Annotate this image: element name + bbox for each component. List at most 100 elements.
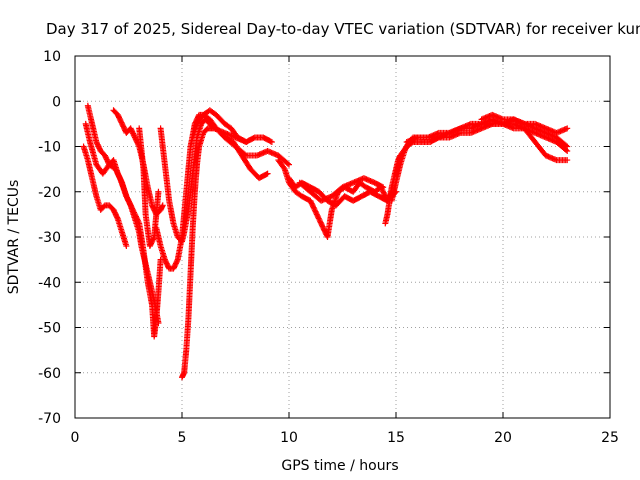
data-point-trail [554, 139, 570, 154]
data-point-trail [208, 108, 218, 117]
data-point-trail [142, 262, 153, 284]
data-point-trail [203, 117, 212, 126]
data-point [264, 170, 271, 177]
data-point-trail [229, 126, 240, 140]
data-point [307, 197, 314, 204]
y-tick-label: -60 [38, 366, 61, 382]
data-point-trail [194, 113, 206, 126]
data-point-trail [179, 370, 187, 380]
x-tick-label: 10 [280, 430, 298, 446]
series-track-j [275, 157, 395, 240]
data-point-trail [214, 112, 227, 126]
data-point-trail [181, 348, 190, 375]
data-point-trail [175, 235, 185, 262]
series-track-d [80, 143, 130, 250]
data-point-trail [142, 212, 153, 248]
data-point-trail [98, 149, 107, 158]
x-tick-label: 0 [71, 430, 80, 446]
x-axis-label: GPS time / hours [281, 458, 398, 474]
data-point-trail [138, 244, 149, 266]
data-point-trail [231, 140, 245, 158]
data-point-trail [187, 226, 196, 275]
data-point-trail [183, 317, 192, 352]
x-tick-label: 25 [601, 430, 619, 446]
data-point [123, 243, 130, 250]
data-point-trail [185, 271, 194, 320]
data-point-trail [357, 180, 368, 190]
data-point [564, 143, 571, 150]
x-tick-label: 15 [387, 430, 405, 446]
data-point-trail [162, 257, 172, 271]
data-point [564, 125, 571, 132]
data-point-trail [368, 189, 381, 199]
data-point-trail [533, 140, 548, 158]
data-point-trail [293, 189, 304, 199]
data-point-trail [147, 235, 157, 248]
data-point-trail [199, 117, 208, 126]
data-point-trail [155, 258, 164, 293]
data-point-trail [257, 171, 270, 181]
data-point-trail [98, 203, 107, 212]
data-point-trail [329, 185, 345, 199]
data-point [313, 211, 320, 218]
data-point-trail [276, 153, 291, 167]
data-point-trail [171, 257, 181, 271]
data-point-trail [123, 194, 134, 208]
x-tick-label: 20 [494, 430, 512, 446]
data-point-trail [119, 230, 129, 248]
data-points [80, 102, 571, 381]
data-point [155, 188, 162, 195]
data-point-trail [153, 226, 164, 248]
data-point-trail [189, 136, 200, 176]
data-point-trail [261, 135, 274, 145]
data-point-trail [85, 158, 95, 180]
x-tick-label: 5 [178, 430, 187, 446]
data-point-trail [179, 190, 190, 239]
data-point-trail [115, 171, 125, 185]
data-point-trail [111, 108, 120, 117]
data-point-trail [244, 135, 257, 145]
y-tick-label: -70 [38, 411, 61, 427]
data-point [159, 202, 166, 209]
data-point-trail [183, 145, 194, 194]
data-point-trail [189, 190, 198, 230]
y-tick-label: -10 [38, 140, 61, 156]
data-point-trail [276, 158, 287, 171]
data-point-trail [308, 184, 321, 195]
data-point-trail [393, 154, 403, 176]
data-point-trail [351, 193, 364, 204]
data-point-trail [286, 180, 298, 194]
y-tick-label: -40 [38, 275, 61, 291]
data-point-trail [89, 176, 100, 198]
data-point-trail [128, 126, 138, 140]
y-tick-label: 0 [52, 94, 61, 110]
data-point-trail [158, 203, 166, 212]
series-track-g [153, 111, 271, 272]
data-point-trail [162, 163, 172, 203]
data-point-trail [140, 167, 149, 216]
data-point-trail [87, 140, 99, 167]
data-point-trail [94, 140, 104, 153]
series-track-q [478, 111, 571, 136]
data-point-trail [191, 163, 200, 194]
data-point-trail [185, 172, 196, 212]
data-point-trail [372, 180, 385, 190]
y-tick-label: -30 [38, 230, 61, 246]
data-point-trail [223, 135, 236, 145]
data-point [380, 184, 387, 191]
data-point-trail [145, 185, 155, 207]
series-track-o [393, 120, 571, 177]
series-track-e [136, 125, 162, 250]
data-point-trail [239, 153, 253, 171]
axis-ticks: 0 5 10 15 20 25 10 0 -10 -20 -30 -40 -50 -60 -70 [38, 49, 619, 446]
data-point-trail [157, 126, 168, 167]
data-point-trail [201, 126, 210, 135]
series-track-a [82, 120, 164, 340]
series-track-l [296, 175, 387, 204]
data-point-trail [166, 199, 177, 225]
data-point-trail [223, 121, 233, 131]
data-point-trail [151, 298, 162, 325]
data-point-trail [115, 113, 125, 126]
y-tick-label: -50 [38, 321, 61, 337]
data-point-trail [389, 181, 399, 203]
